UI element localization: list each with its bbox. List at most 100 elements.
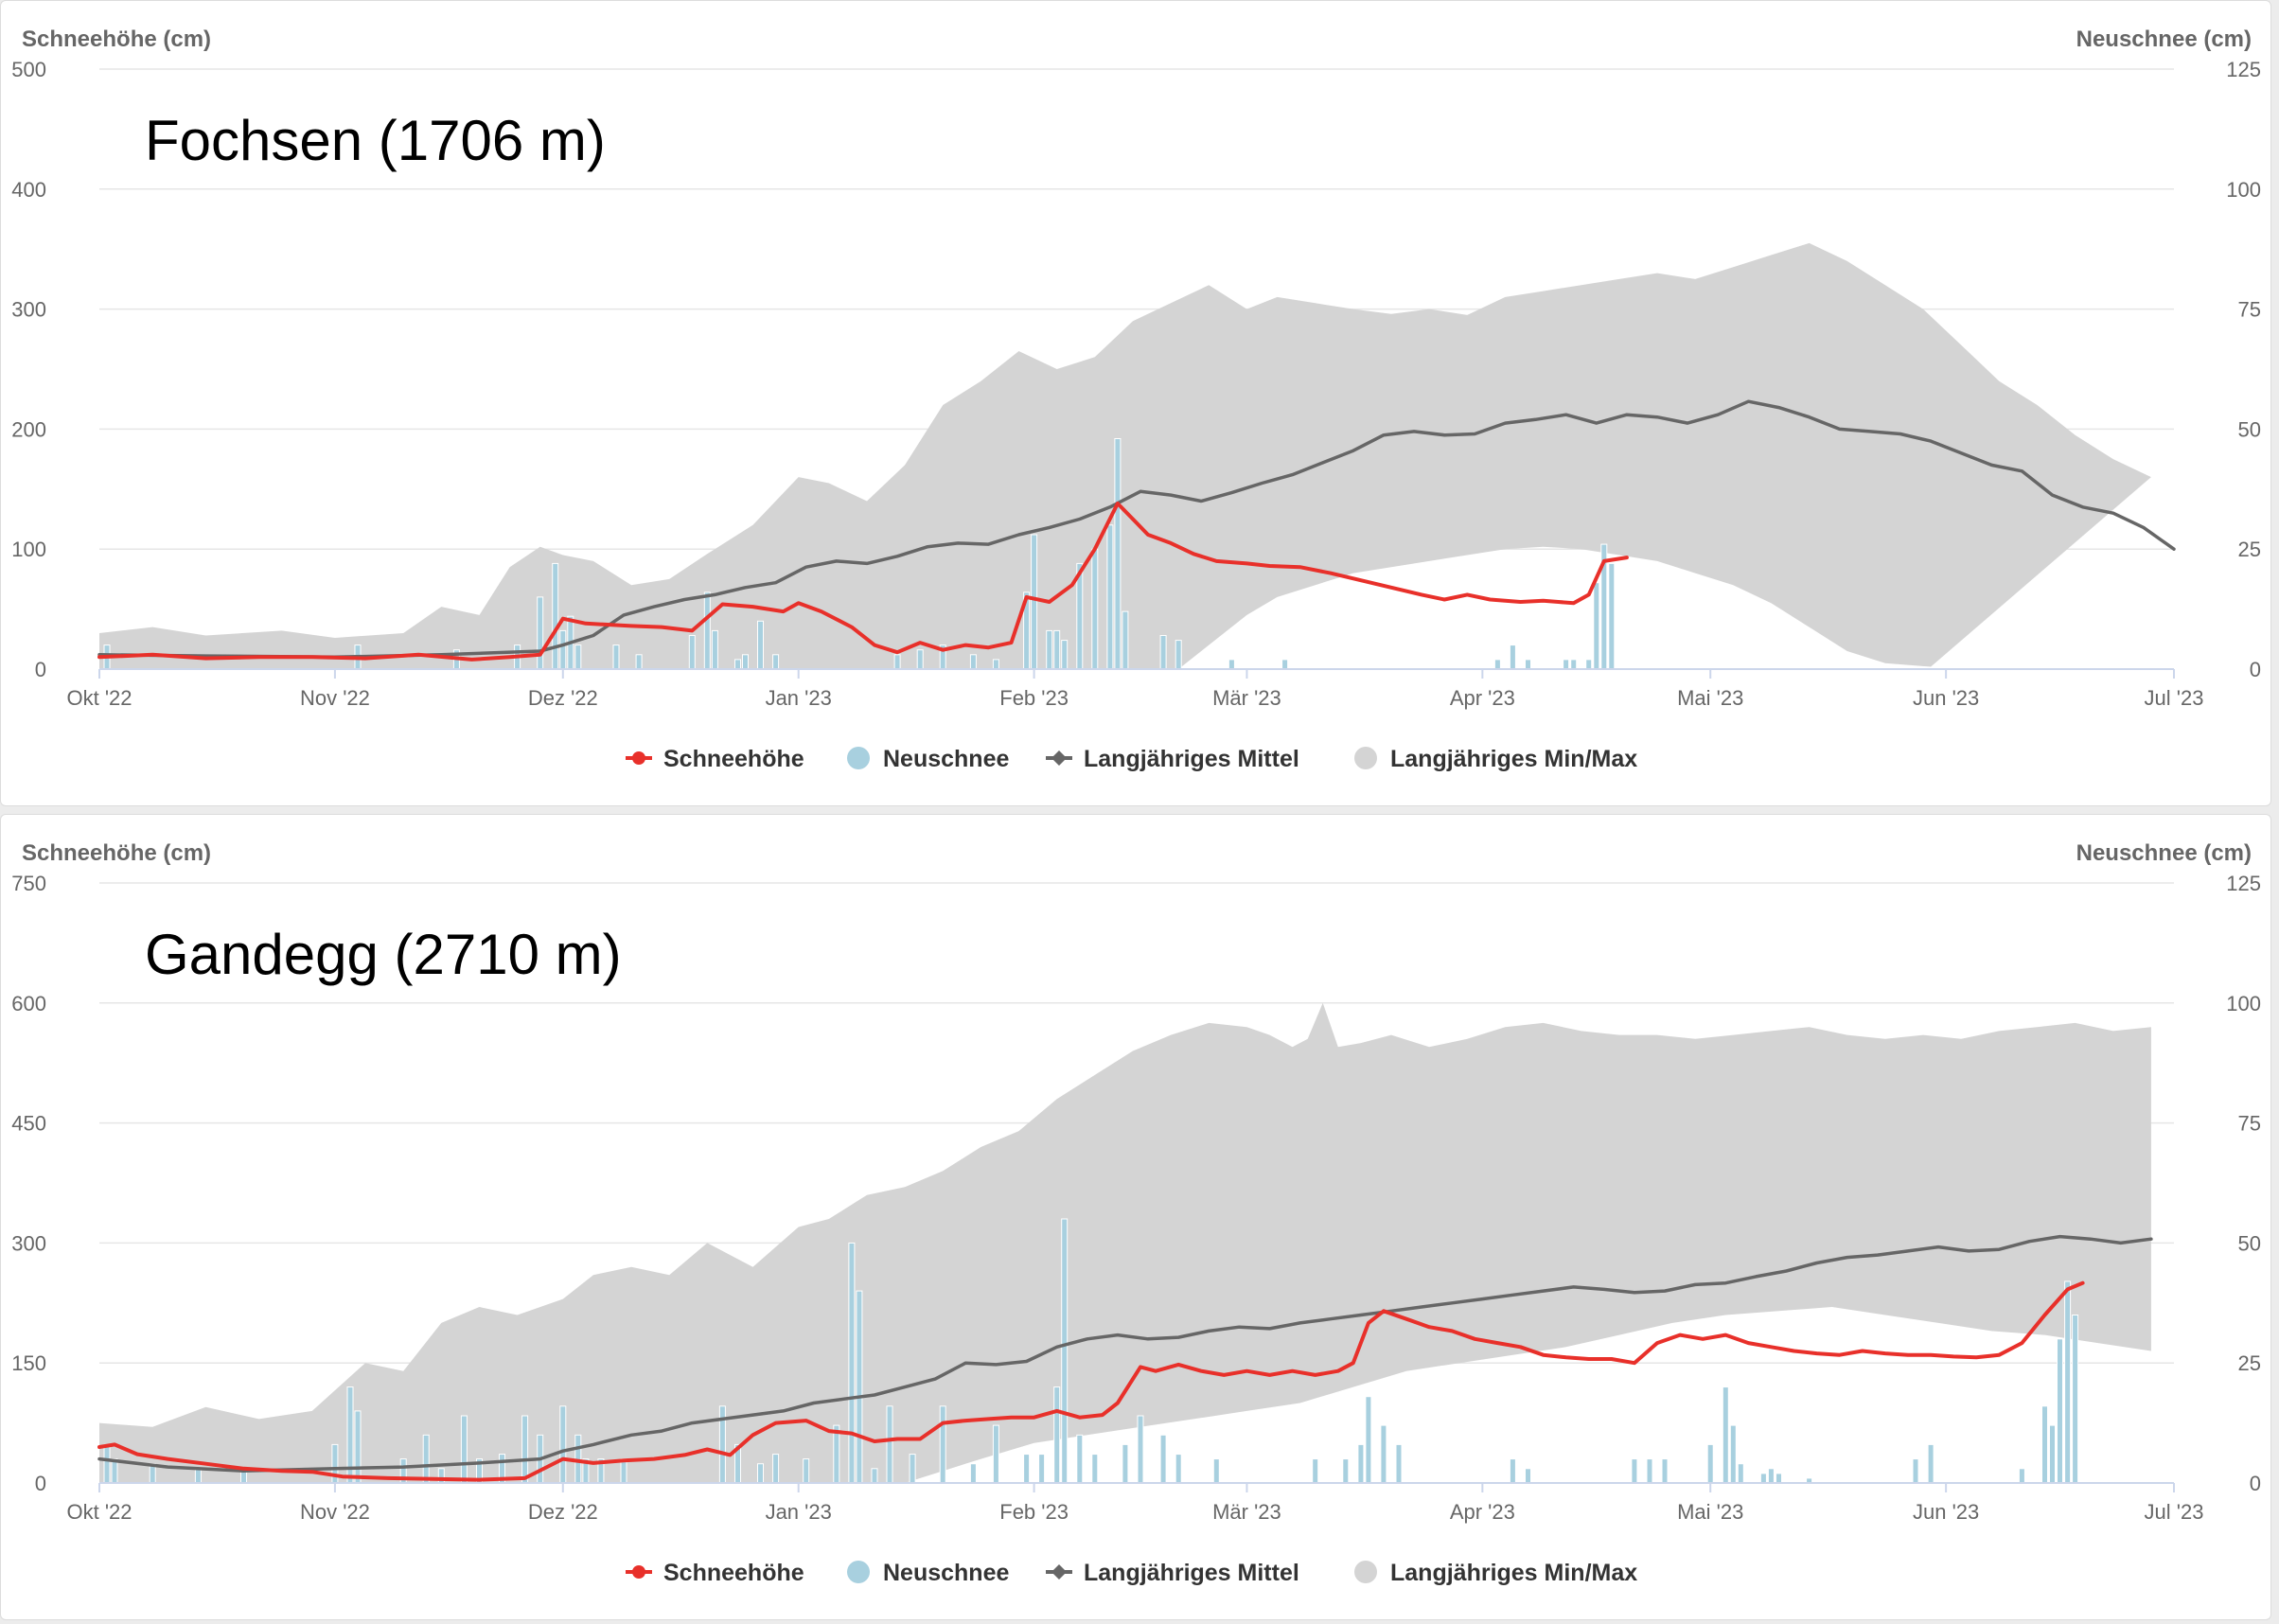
neuschnee-bar (635, 654, 643, 670)
neuschnee-bar (939, 1405, 946, 1484)
neuschnee-bar (757, 620, 764, 670)
legend-label: Neuschnee (883, 746, 1009, 772)
x-tick-label: Okt '22 (66, 1500, 132, 1524)
neuschnee-bar (742, 654, 749, 670)
neuschnee-bar (1281, 659, 1289, 670)
neuschnee-bar (757, 1463, 764, 1484)
y-right-tick-label: 0 (2250, 658, 2261, 681)
series-neuschnee (103, 1218, 2079, 1484)
neuschnee-bar (559, 1405, 567, 1484)
y-left-tick-label: 150 (11, 1351, 46, 1375)
y-right-tick-label: 75 (2238, 298, 2261, 322)
neuschnee-bar (1585, 659, 1593, 670)
neuschnee-bar (848, 1242, 856, 1484)
y-left-tick-label: 750 (11, 872, 46, 895)
legend-item-langjaehriges-min-max[interactable]: Langjähriges Min/Max (1354, 1560, 1637, 1586)
neuschnee-bar (1122, 1443, 1129, 1484)
legend-symbol (1051, 1564, 1067, 1580)
neuschnee-bar (772, 1454, 780, 1484)
neuschnee-bar (803, 1458, 810, 1484)
neuschnee-bar (1646, 1458, 1653, 1484)
neuschnee-bar (969, 1463, 977, 1484)
neuschnee-bar (1912, 1458, 1919, 1484)
y-left-axis-title: Schneehöhe (cm) (22, 26, 211, 52)
neuschnee-bar (969, 654, 977, 670)
neuschnee-bar (1159, 635, 1167, 670)
legend-item-neuschnee[interactable]: Neuschnee (847, 1560, 1009, 1586)
neuschnee-bar (734, 659, 741, 670)
neuschnee-bar (886, 1405, 893, 1484)
neuschnee-bar (1570, 659, 1578, 670)
neuschnee-bar (1608, 562, 1616, 670)
legend-item-neuschnee[interactable]: Neuschnee (847, 746, 1009, 772)
station-title: Gandegg (2710 m) (145, 923, 622, 986)
neuschnee-bar (612, 644, 620, 670)
legend: Schneehöhe Neuschnee Langjähriges Mittel La… (626, 1560, 1637, 1586)
neuschnee-bar (1137, 1415, 1144, 1484)
neuschnee-bar (833, 1424, 840, 1484)
neuschnee-bar (856, 1290, 863, 1484)
neuschnee-bar (422, 1434, 430, 1484)
y-left-tick-label: 500 (11, 58, 46, 81)
neuschnee-bar (2018, 1468, 2025, 1484)
neuschnee-bar (1722, 1386, 1729, 1484)
legend-item-langjaehriges-mittel[interactable]: Langjähriges Mittel (1046, 1560, 1299, 1586)
y-right-tick-label: 0 (2250, 1472, 2261, 1495)
x-tick-label: Feb '23 (999, 1500, 1069, 1524)
x-tick-label: Jun '23 (1913, 1500, 1979, 1524)
legend-label: Langjähriges Min/Max (1390, 746, 1637, 772)
neuschnee-bar (1031, 534, 1038, 670)
series-langjaehriges-mittel (97, 1234, 2153, 1474)
neuschnee-bar (1493, 659, 1501, 670)
neuschnee-bar (703, 591, 711, 670)
neuschnee-bar (2072, 1315, 2079, 1484)
y-right-tick-label: 125 (2226, 58, 2261, 81)
neuschnee-bar (1737, 1463, 1744, 1484)
series-langjaehriges-min-max (99, 242, 2151, 669)
legend-symbol (1354, 747, 1377, 769)
y-right-tick-label: 50 (2238, 1231, 2261, 1255)
x-tick-label: Jan '23 (766, 686, 832, 710)
y-left-tick-label: 450 (11, 1112, 46, 1136)
y-right-tick-label: 50 (2238, 417, 2261, 441)
y-left-axis-title: Schneehöhe (cm) (22, 840, 211, 866)
neuschnee-bar (688, 635, 696, 670)
legend: Schneehöhe Neuschnee Langjähriges Mittel La… (626, 746, 1637, 772)
neuschnee-bar (1342, 1458, 1350, 1484)
neuschnee-bar (1525, 659, 1531, 670)
neuschnee-bar (1729, 1424, 1737, 1484)
legend-item-langjaehriges-mittel[interactable]: Langjähriges Mittel (1046, 746, 1299, 772)
y-left-tick-label: 400 (11, 178, 46, 202)
y-right-axis-title: Neuschnee (cm) (2076, 840, 2252, 866)
chart-fochsen: Okt '22 Nov '22 Dez '22 Jan '23 Feb '23 Mär '… (11, 26, 2261, 772)
neuschnee-bar (1175, 1454, 1182, 1484)
y-left-tick-label: 0 (35, 658, 46, 681)
neuschnee-bar (1661, 1458, 1669, 1484)
legend-label: Langjähriges Min/Max (1390, 1560, 1637, 1586)
y-right-tick-label: 125 (2226, 872, 2261, 895)
legend-item-schneehoehe[interactable]: Schneehöhe (626, 746, 804, 772)
neuschnee-bar (537, 596, 544, 670)
neuschnee-bar (1631, 1458, 1638, 1484)
legend-item-schneehoehe[interactable]: Schneehöhe (626, 1560, 804, 1586)
x-tick-label: Apr '23 (1450, 686, 1515, 710)
legend-item-langjaehriges-min-max[interactable]: Langjähriges Min/Max (1354, 746, 1637, 772)
neuschnee-bar (1927, 1443, 1934, 1484)
neuschnee-bar (2064, 1280, 2072, 1484)
neuschnee-bar (1106, 524, 1114, 670)
neuschnee-bar (1114, 438, 1122, 670)
neuschnee-bar (1593, 582, 1600, 670)
neuschnee-bar (1023, 1454, 1031, 1484)
y-left-tick-label: 600 (11, 992, 46, 1015)
neuschnee-bar (2049, 1424, 2056, 1484)
series-langjaehriges-min-max (99, 1002, 2151, 1483)
x-tick-label: Mär '23 (1212, 686, 1281, 710)
legend-label: Langjähriges Mittel (1084, 746, 1299, 772)
legend-label: Langjähriges Mittel (1084, 1560, 1299, 1586)
neuschnee-bar (1175, 640, 1182, 670)
neuschnee-bar (1228, 659, 1235, 670)
y-right-tick-label: 25 (2238, 1351, 2261, 1375)
neuschnee-bar (992, 1424, 999, 1484)
neuschnee-bar (552, 562, 559, 670)
neuschnee-bar (1076, 1434, 1084, 1484)
